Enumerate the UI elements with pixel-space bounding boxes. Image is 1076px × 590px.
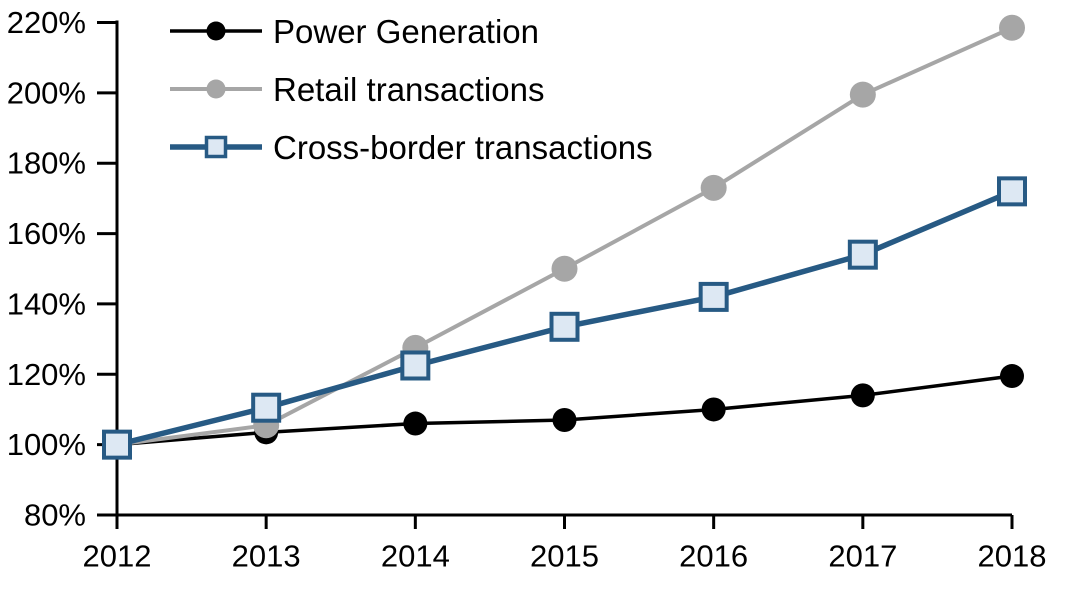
legend-item-power-generation: Power Generation [170, 2, 653, 60]
legend-marker-square-icon [204, 135, 228, 159]
series-marker-cross-border-transactions [997, 176, 1027, 207]
y-axis-tick-label: 120% [7, 357, 86, 392]
series-marker-cross-border-transactions [251, 392, 282, 423]
x-axis-tick-label: 2012 [83, 539, 152, 574]
y-axis-tick-label: 160% [7, 216, 86, 251]
x-axis-tick-label: 2018 [978, 539, 1047, 574]
series-marker-retail-transactions [700, 174, 727, 201]
x-axis-tick-label: 2015 [530, 539, 599, 574]
series-marker-retail-transactions [849, 81, 876, 108]
y-axis-tick-label: 200% [7, 75, 86, 110]
legend-swatch-retail-transactions [170, 79, 262, 99]
y-axis-tick-label: 220% [7, 5, 86, 40]
legend-swatch-cross-border-transactions [170, 135, 262, 159]
legend-label: Retail transactions [273, 70, 545, 108]
legend-label: Cross-border transactions [273, 128, 653, 166]
series-marker-cross-border-transactions [102, 429, 132, 460]
y-axis-tick-label: 80% [24, 498, 86, 533]
series-marker-power-generation [403, 411, 428, 436]
y-axis-tick-label: 180% [7, 146, 86, 181]
series-marker-cross-border-transactions [549, 311, 580, 342]
chart-legend: Power Generation Retail transactions Cross… [170, 2, 653, 176]
series-marker-power-generation [701, 397, 726, 422]
series-marker-power-generation [1000, 364, 1024, 389]
series-marker-retail-transactions [999, 14, 1025, 41]
legend-item-cross-border-transactions: Cross-border transactions [170, 118, 653, 176]
y-axis-tick-label: 100% [7, 427, 86, 462]
y-axis-tick-label: 140% [7, 286, 86, 321]
legend-item-retail-transactions: Retail transactions [170, 60, 653, 118]
x-axis-tick-label: 2014 [381, 539, 450, 574]
series-marker-cross-border-transactions [400, 350, 431, 381]
legend-swatch-power-generation [170, 21, 262, 41]
legend-label: Power Generation [273, 12, 539, 50]
series-marker-cross-border-transactions [698, 281, 729, 312]
series-marker-power-generation [850, 383, 875, 408]
legend-marker-circle-icon [206, 21, 226, 41]
x-axis-tick-label: 2013 [232, 539, 301, 574]
series-marker-power-generation [552, 408, 577, 433]
series-marker-cross-border-transactions [847, 239, 878, 270]
x-axis-tick-label: 2017 [828, 539, 897, 574]
series-marker-retail-transactions [551, 255, 578, 282]
x-axis-tick-label: 2016 [679, 539, 748, 574]
legend-marker-circle-icon [206, 79, 226, 99]
